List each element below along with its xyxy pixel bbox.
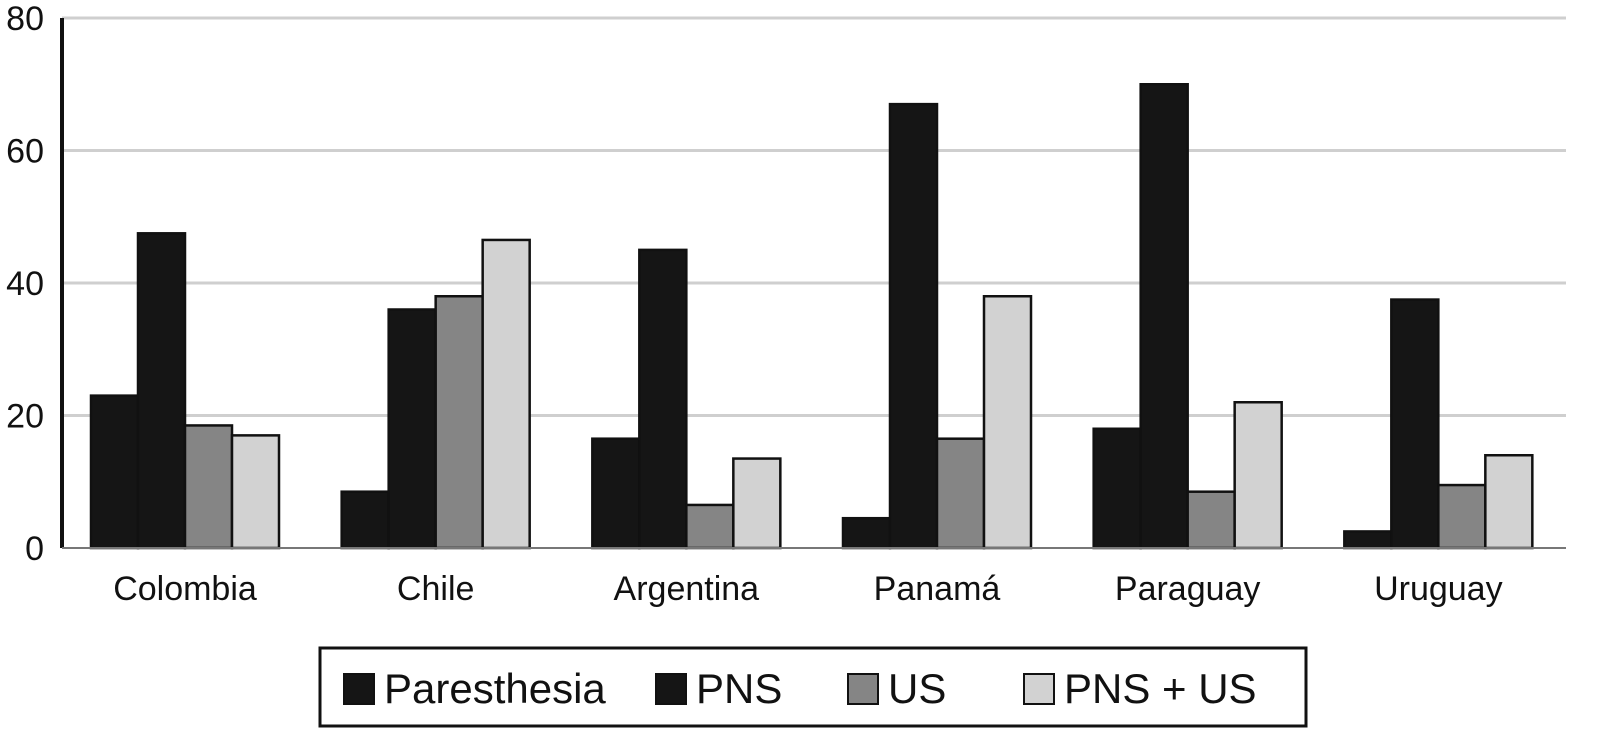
- bar-paraguay-us: [1186, 490, 1236, 550]
- y-tick-label: 40: [6, 265, 44, 303]
- bar-colombia-us: [183, 424, 234, 550]
- bar-chile-us: [434, 295, 484, 550]
- y-tick-label: 60: [6, 133, 44, 171]
- bar-uruguay-pns-us: [1484, 454, 1534, 550]
- bar-paraguay-pns-us: [1233, 401, 1283, 550]
- legend-label: US: [888, 665, 946, 712]
- bar-uruguay-paresthesia: [1343, 530, 1393, 550]
- bar-argentina-pns: [638, 248, 688, 550]
- legend-swatch: [655, 673, 687, 705]
- bar-panamá-paresthesia: [841, 516, 892, 550]
- bar-colombia-pns: [136, 232, 187, 550]
- y-tick-label: 80: [6, 0, 44, 38]
- x-tick-label: Colombia: [113, 570, 257, 608]
- legend-label: PNS + US: [1064, 665, 1257, 712]
- bar-argentina-us: [685, 503, 735, 550]
- y-tick-label: 0: [25, 530, 44, 568]
- bar-chile-paresthesia: [340, 490, 390, 550]
- legend-swatch: [1023, 673, 1055, 705]
- legend-label: PNS: [696, 665, 782, 712]
- legend-swatch: [847, 673, 879, 705]
- legend-box: [318, 646, 1308, 728]
- bar-panamá-pns-us: [982, 295, 1033, 550]
- y-tick-label: 20: [6, 398, 44, 436]
- x-tick-label: Paraguay: [1115, 570, 1261, 608]
- gridlines: [62, 16, 1566, 417]
- bar-uruguay-pns: [1390, 298, 1440, 550]
- x-tick-label: Panamá: [874, 570, 1001, 608]
- bar-paraguay-paresthesia: [1092, 427, 1142, 550]
- legend: Paresthesia PNS US PNS + US: [318, 646, 1308, 728]
- bar-chile-pns: [387, 308, 437, 550]
- x-tick-label: Chile: [397, 570, 474, 608]
- x-tick-label: Uruguay: [1374, 570, 1503, 608]
- bar-chile-pns-us: [481, 238, 531, 550]
- bar-paraguay-pns: [1139, 83, 1189, 550]
- x-tick-label: Argentina: [614, 570, 760, 608]
- bar-colombia-paresthesia: [89, 394, 140, 550]
- bar-panamá-us: [935, 437, 986, 550]
- bar-colombia-pns-us: [230, 434, 281, 550]
- legend-label: Paresthesia: [384, 665, 606, 712]
- bar-panamá-pns: [888, 102, 939, 550]
- bar-argentina-paresthesia: [591, 437, 641, 550]
- bar-uruguay-us: [1437, 483, 1487, 550]
- x-axis-labels: Colombia Chile Argentina Panamá Paraguay Urug…: [113, 570, 1502, 608]
- legend-swatch: [343, 673, 375, 705]
- bars: [89, 83, 1534, 550]
- y-axis-ticks: 0 20 40 60 80: [6, 0, 44, 568]
- bar-argentina-pns-us: [732, 457, 782, 550]
